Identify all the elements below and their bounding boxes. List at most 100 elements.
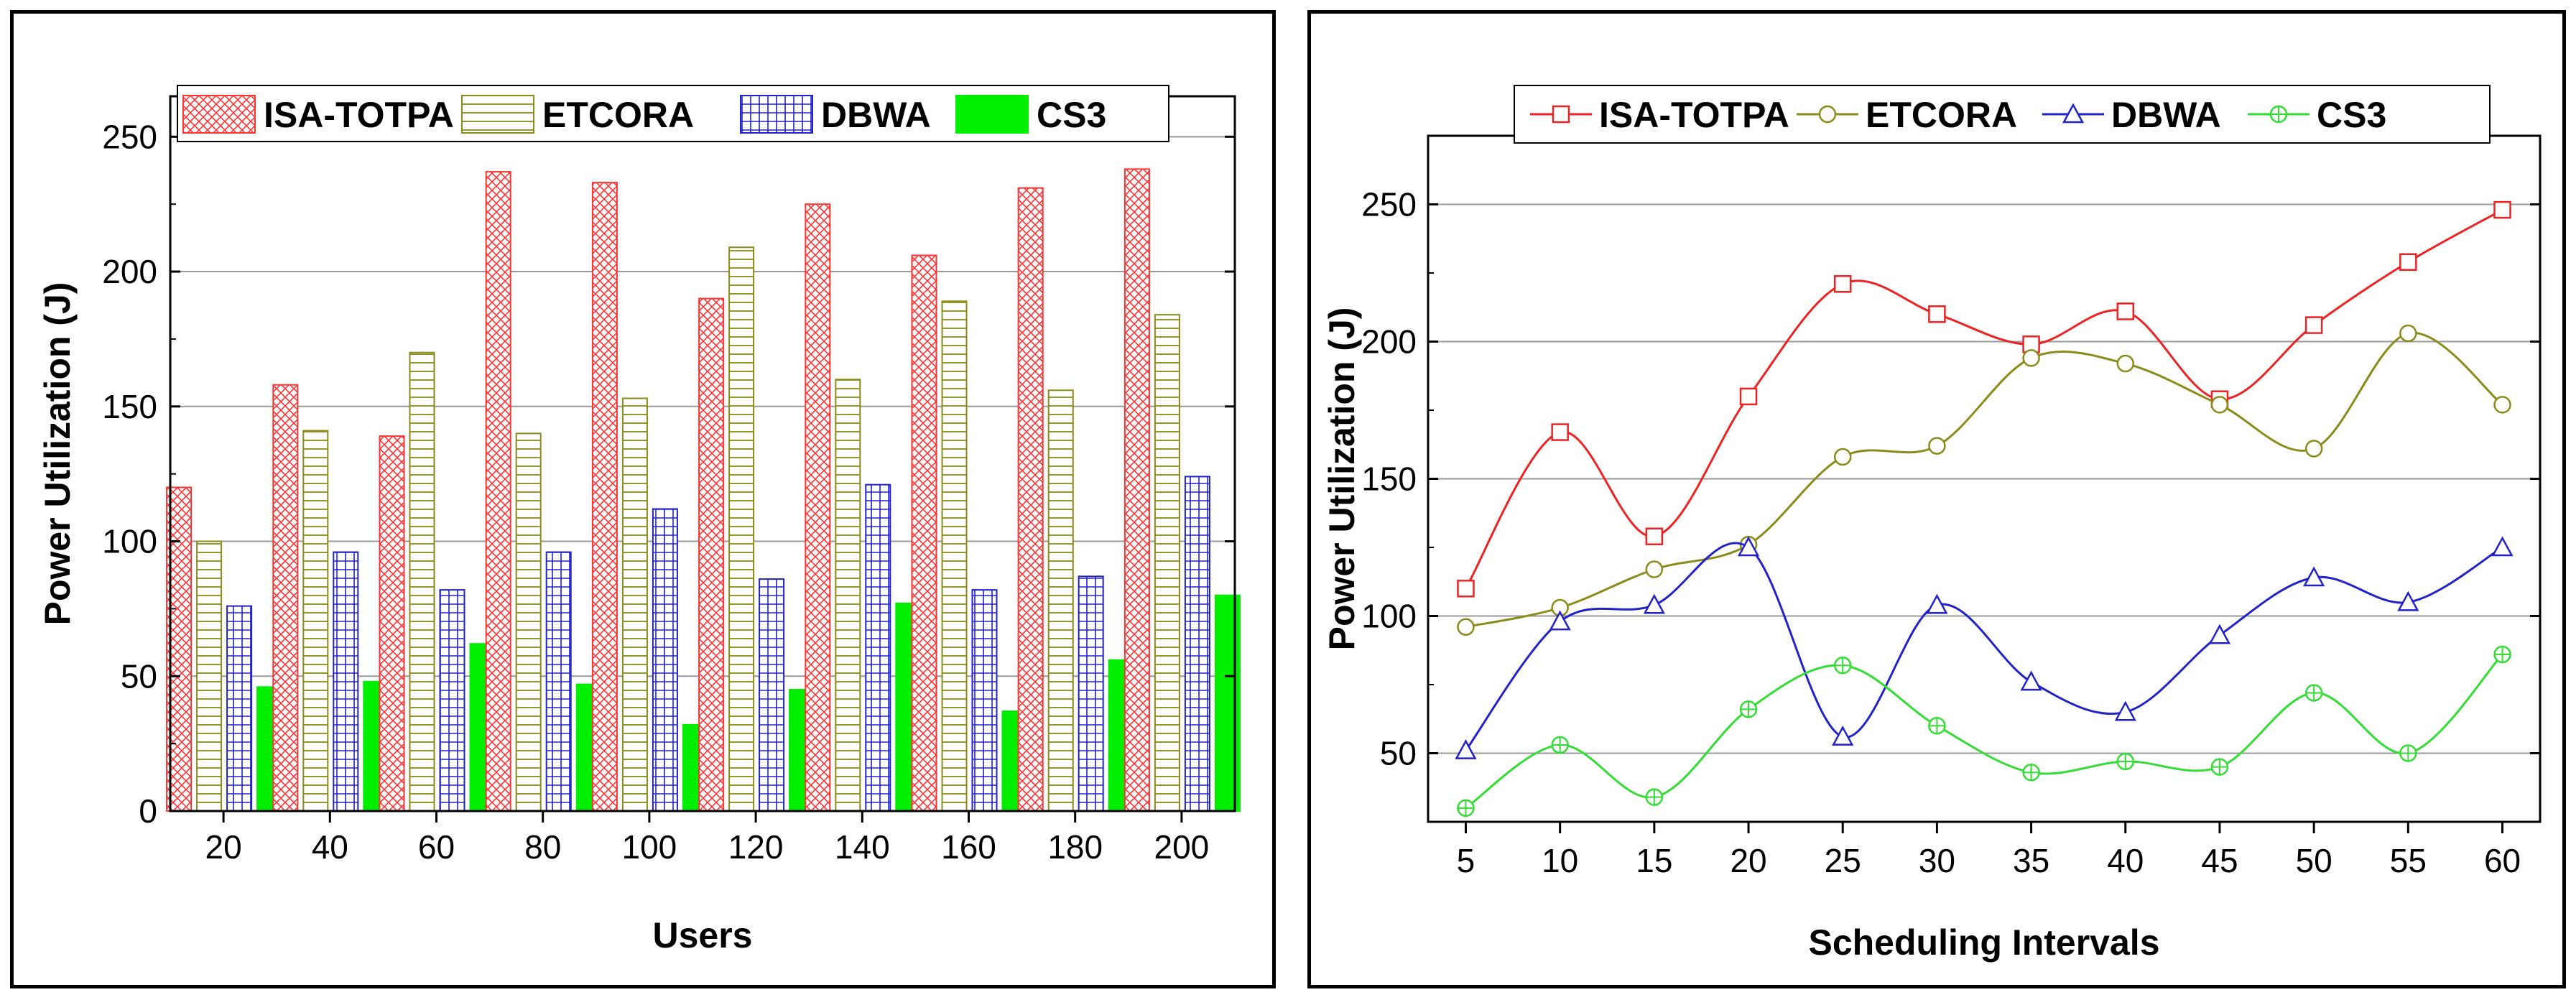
x-tick-label: 5 — [1457, 842, 1475, 879]
point-isa-totpa-40 — [2116, 302, 2135, 320]
y-tick-label: 50 — [1380, 735, 1417, 772]
bar-dbwa-200 — [1184, 476, 1210, 812]
point-isa-totpa-10 — [1551, 423, 1569, 441]
legend-swatch-isa-totpa — [182, 95, 256, 134]
point-etcora-25 — [1833, 448, 1852, 466]
bar-dbwa-160 — [971, 589, 998, 812]
point-etcora-60 — [2493, 396, 2511, 414]
bar-isa-totpa-160 — [911, 254, 937, 812]
y-tick-label: 200 — [102, 253, 157, 290]
legend-box — [1514, 85, 2491, 144]
point-isa-totpa-15 — [1645, 527, 1664, 545]
line-chart-panel: 50 100 150 200 250 5 10 15 20 25 30 35 40 45 50 55 60 Sch… — [1307, 10, 2566, 988]
bar-dbwa-40 — [333, 551, 359, 812]
series-line-isa-totpa — [1465, 208, 2503, 590]
point-etcora-5 — [1457, 618, 1475, 636]
x-tick-label: 40 — [312, 828, 348, 866]
legend-label-dbwa: DBWA — [821, 95, 931, 135]
point-dbwa-55 — [2397, 591, 2419, 611]
bar-dbwa-60 — [439, 589, 465, 812]
y-tick-label: 0 — [139, 792, 157, 830]
point-etcora-50 — [2304, 440, 2323, 458]
bar-isa-totpa-180 — [1017, 187, 1044, 812]
legend-swatch-cs3 — [955, 95, 1029, 134]
line-chart: 50 100 150 200 250 5 10 15 20 25 30 35 40 45 50 55 60 Sch… — [1322, 85, 2542, 963]
y-tick-label: 150 — [1361, 460, 1417, 498]
y-tick-label: 200 — [1361, 323, 1417, 361]
legend-label-isa-totpa: ISA-TOTPA — [1599, 95, 1789, 135]
bar-etcora-200 — [1154, 314, 1180, 812]
x-tick-label: 40 — [2107, 842, 2144, 879]
legend-label-isa-totpa: ISA-TOTPA — [264, 95, 454, 135]
legend-label-cs3: CS3 — [1037, 95, 1106, 135]
bar-chart: 0 50 100 150 200 250 20 40 60 80 100 120 140 160 180 20… — [37, 85, 1241, 955]
bar-dbwa-100 — [652, 508, 678, 812]
legend-label-etcora: ETCORA — [1866, 95, 2017, 135]
point-cs3-15 — [1645, 788, 1664, 806]
point-cs3-5 — [1457, 799, 1475, 818]
x-tick-label: 25 — [1825, 842, 1861, 879]
legend-label-cs3: CS3 — [2317, 95, 2386, 135]
point-isa-totpa-50 — [2304, 316, 2323, 334]
point-cs3-40 — [2116, 752, 2135, 771]
bar-etcora-120 — [728, 246, 755, 812]
x-tick-label: 35 — [2013, 842, 2049, 879]
series-line-dbwa — [1465, 542, 2503, 751]
y-tick-label: 150 — [102, 388, 157, 425]
point-etcora-35 — [2022, 349, 2040, 367]
point-isa-totpa-20 — [1739, 387, 1758, 406]
x-axis-title: Users — [653, 915, 753, 955]
x-tick-label: 120 — [728, 828, 784, 866]
bar-etcora-20 — [196, 540, 223, 812]
bar-etcora-80 — [515, 432, 542, 812]
x-tick-label: 10 — [1542, 842, 1578, 879]
point-isa-totpa-55 — [2399, 253, 2417, 271]
point-etcora-55 — [2399, 324, 2417, 343]
x-tick-label: 160 — [941, 828, 996, 866]
bar-dbwa-140 — [865, 483, 891, 812]
x-tick-label: 30 — [1919, 842, 1955, 879]
point-etcora-40 — [2116, 354, 2135, 373]
point-etcora-45 — [2210, 396, 2229, 414]
x-tick-label: 15 — [1636, 842, 1672, 879]
y-tick-label: 50 — [121, 657, 157, 695]
bar-dbwa-120 — [759, 578, 785, 812]
point-cs3-45 — [2210, 758, 2229, 776]
x-tick-label: 45 — [2201, 842, 2238, 879]
x-tick-label: 140 — [835, 828, 890, 866]
bar-isa-totpa-140 — [805, 203, 831, 812]
point-dbwa-20 — [1737, 536, 1760, 557]
point-cs3-20 — [1739, 700, 1758, 718]
bar-isa-totpa-60 — [379, 435, 405, 812]
point-cs3-25 — [1833, 657, 1852, 675]
bar-etcora-100 — [621, 397, 648, 812]
bar-etcora-60 — [409, 351, 435, 812]
x-tick-label: 200 — [1154, 828, 1210, 866]
bar-isa-totpa-40 — [272, 384, 299, 812]
bar-etcora-140 — [835, 379, 861, 812]
point-dbwa-40 — [2114, 700, 2136, 721]
bar-chart-panel: 0 50 100 150 200 250 20 40 60 80 100 120 140 160 180 20… — [10, 10, 1276, 988]
bar-isa-totpa-120 — [698, 297, 725, 812]
bar-isa-totpa-200 — [1123, 168, 1150, 812]
point-isa-totpa-30 — [1928, 305, 1946, 323]
point-dbwa-60 — [2491, 536, 2514, 557]
point-dbwa-5 — [1455, 739, 1477, 759]
point-cs3-50 — [2304, 684, 2323, 702]
point-cs3-60 — [2493, 645, 2511, 664]
legend-marker-isa-totpa — [1552, 105, 1570, 124]
point-cs3-55 — [2399, 744, 2417, 762]
y-axis-title: Power Utilization (J) — [1322, 307, 1362, 651]
point-dbwa-50 — [2303, 566, 2325, 587]
y-tick-label: 100 — [1361, 598, 1417, 635]
y-tick-label: 250 — [102, 118, 157, 155]
bar-dbwa-80 — [545, 551, 572, 812]
x-tick-label: 100 — [622, 828, 677, 866]
point-dbwa-25 — [1832, 725, 1854, 746]
legend-label-dbwa: DBWA — [2111, 95, 2221, 135]
bar-cs3-200 — [1214, 594, 1241, 812]
point-isa-totpa-25 — [1833, 275, 1852, 293]
point-dbwa-15 — [1643, 593, 1665, 614]
x-tick-label: 50 — [2296, 842, 2332, 879]
legend-label-etcora: ETCORA — [542, 95, 694, 135]
